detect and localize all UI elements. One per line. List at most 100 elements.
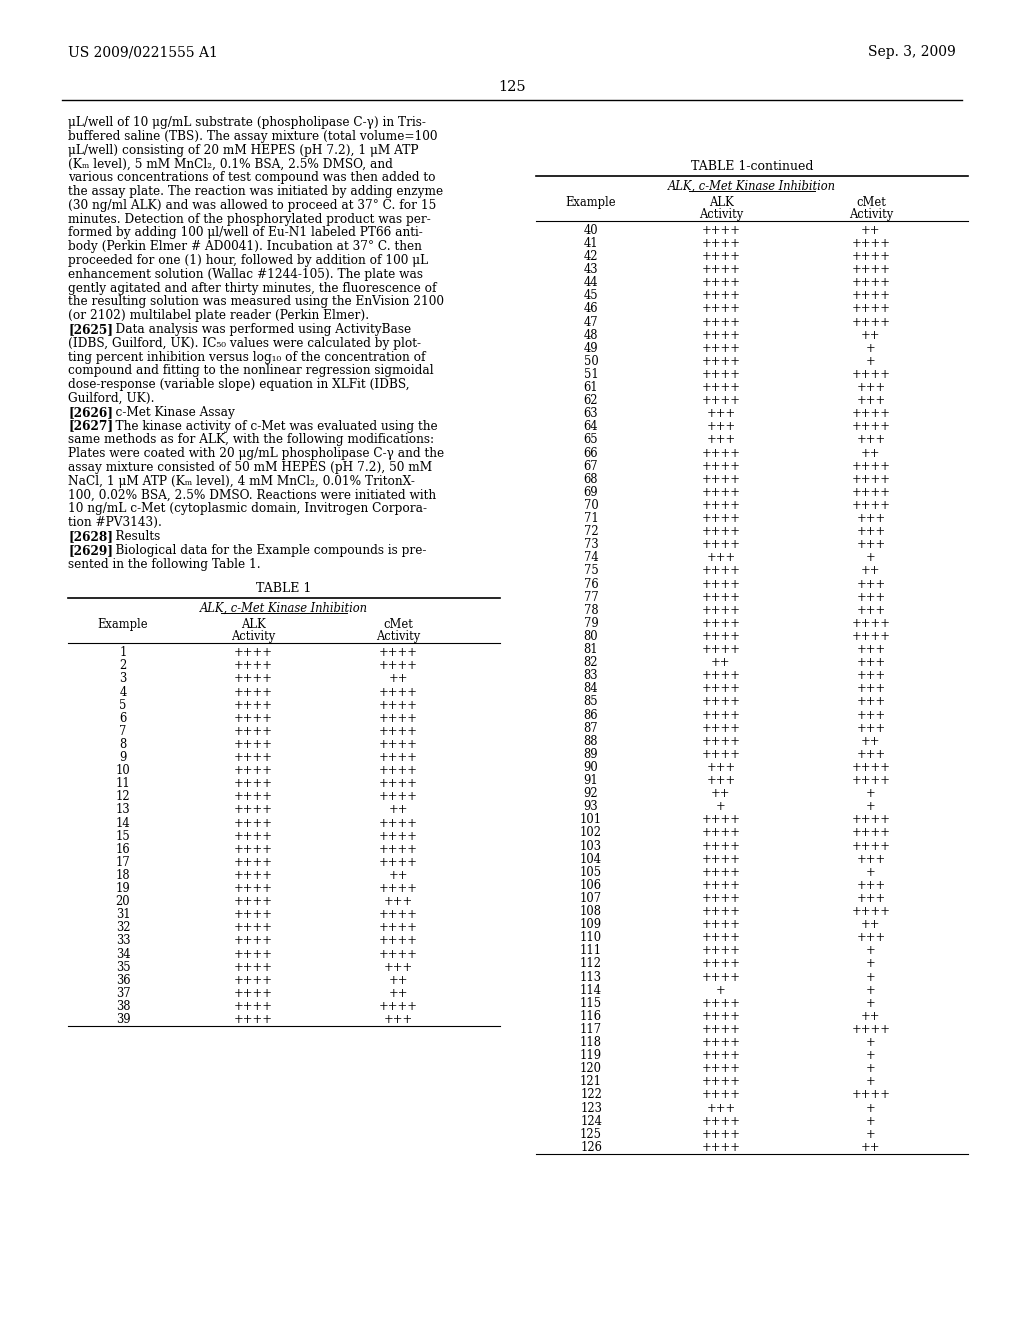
Text: ++++: ++++ [701,1140,740,1154]
Text: ++++: ++++ [233,921,272,935]
Text: +++: +++ [707,1101,735,1114]
Text: ++++: ++++ [379,751,418,764]
Text: ++++: ++++ [701,302,740,315]
Text: 51: 51 [584,368,598,381]
Text: ++++: ++++ [852,630,891,643]
Text: ++++: ++++ [852,906,891,917]
Text: ++++: ++++ [233,777,272,791]
Text: 78: 78 [584,603,598,616]
Text: ++++: ++++ [701,1127,740,1140]
Text: 113: 113 [580,970,602,983]
Text: ++++: ++++ [233,842,272,855]
Text: ++++: ++++ [701,957,740,970]
Text: 73: 73 [584,539,598,552]
Text: 93: 93 [584,800,598,813]
Text: [2629]: [2629] [68,544,113,557]
Text: 19: 19 [116,882,130,895]
Text: ++++: ++++ [701,263,740,276]
Text: ++++: ++++ [233,1001,272,1012]
Text: ++++: ++++ [852,774,891,787]
Text: ++: ++ [861,329,881,342]
Text: 83: 83 [584,669,598,682]
Text: 116: 116 [580,1010,602,1023]
Text: ++++: ++++ [233,685,272,698]
Text: 85: 85 [584,696,598,709]
Text: ++++: ++++ [701,224,740,236]
Text: 49: 49 [584,342,598,355]
Text: ++++: ++++ [852,249,891,263]
Text: TABLE 1-continued: TABLE 1-continued [691,160,813,173]
Text: +: + [866,1127,876,1140]
Text: ++++: ++++ [233,725,272,738]
Text: +++: +++ [707,420,735,433]
Text: 75: 75 [584,565,598,577]
Text: enhancement solution (Wallac #1244-105). The plate was: enhancement solution (Wallac #1244-105).… [68,268,423,281]
Text: ++: ++ [861,1010,881,1023]
Text: 1: 1 [120,647,127,659]
Text: 76: 76 [584,578,598,590]
Text: ++++: ++++ [233,948,272,961]
Text: ++++: ++++ [852,499,891,512]
Text: Sep. 3, 2009: Sep. 3, 2009 [868,45,956,59]
Text: 69: 69 [584,486,598,499]
Text: ++++: ++++ [233,908,272,921]
Text: ++++: ++++ [852,263,891,276]
Text: 46: 46 [584,302,598,315]
Text: +: + [866,957,876,970]
Text: various concentrations of test compound was then added to: various concentrations of test compound … [68,172,435,185]
Text: +++: +++ [707,552,735,565]
Text: ++++: ++++ [852,826,891,840]
Text: ++++: ++++ [701,499,740,512]
Text: ++++: ++++ [852,459,891,473]
Text: 121: 121 [580,1076,602,1088]
Text: 37: 37 [116,987,130,999]
Text: ++++: ++++ [852,1023,891,1036]
Text: +++: +++ [856,931,886,944]
Text: 6: 6 [120,711,127,725]
Text: ++++: ++++ [701,1010,740,1023]
Text: ++++: ++++ [701,669,740,682]
Text: ++++: ++++ [233,660,272,672]
Text: ++++: ++++ [233,817,272,829]
Text: ++++: ++++ [852,236,891,249]
Text: 13: 13 [116,804,130,817]
Text: 101: 101 [580,813,602,826]
Text: ++++: ++++ [701,315,740,329]
Text: ++++: ++++ [701,970,740,983]
Text: ++++: ++++ [701,1049,740,1063]
Text: ++++: ++++ [233,895,272,908]
Text: the assay plate. The reaction was initiated by adding enzyme: the assay plate. The reaction was initia… [68,185,443,198]
Text: ++++: ++++ [233,804,272,817]
Text: ++++: ++++ [852,616,891,630]
Text: ++++: ++++ [701,525,740,539]
Text: ++++: ++++ [379,948,418,961]
Text: +++: +++ [856,643,886,656]
Text: 4: 4 [120,685,127,698]
Text: 33: 33 [116,935,130,948]
Text: 64: 64 [584,420,598,433]
Text: 100, 0.02% BSA, 2.5% DMSO. Reactions were initiated with: 100, 0.02% BSA, 2.5% DMSO. Reactions wer… [68,488,436,502]
Text: cMet: cMet [856,195,886,209]
Text: ++: ++ [861,735,881,747]
Text: c-Met Kinase Assay: c-Met Kinase Assay [99,405,234,418]
Text: ++++: ++++ [701,1089,740,1101]
Text: +: + [866,970,876,983]
Text: ++++: ++++ [701,853,740,866]
Text: ++++: ++++ [701,486,740,499]
Text: 35: 35 [116,961,130,974]
Text: 120: 120 [580,1063,602,1076]
Text: ++++: ++++ [701,342,740,355]
Text: ++++: ++++ [233,738,272,751]
Text: 47: 47 [584,315,598,329]
Text: 2: 2 [120,660,127,672]
Text: +: + [866,1036,876,1049]
Text: ++++: ++++ [852,1089,891,1101]
Text: +++: +++ [856,395,886,407]
Text: ++++: ++++ [701,643,740,656]
Text: Activity: Activity [376,630,420,643]
Text: ++++: ++++ [701,473,740,486]
Text: 16: 16 [116,842,130,855]
Text: ++++: ++++ [379,882,418,895]
Text: ++++: ++++ [852,276,891,289]
Text: 42: 42 [584,249,598,263]
